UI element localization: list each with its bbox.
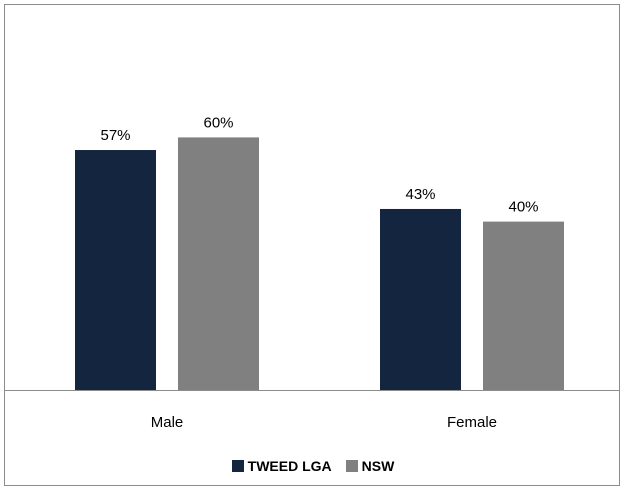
legend-label-tweed-lga: TWEED LGA: [247, 458, 332, 474]
data-label-nsw-female: 40%: [508, 199, 538, 216]
legend-item-tweed-lga: TWEED LGA: [231, 458, 332, 474]
data-label-tweed-lga-female: 43%: [405, 186, 435, 203]
x-tick-label-male: Male: [151, 414, 184, 431]
legend-swatch-nsw: [345, 460, 358, 472]
bar-nsw-male: [178, 137, 259, 390]
bar-tweed-lga-male: [75, 150, 156, 390]
legend-item-nsw: NSW: [345, 458, 395, 474]
bar-tweed-lga-female: [380, 208, 461, 390]
bar-nsw-female: [483, 221, 564, 390]
legend: TWEED LGA NSW: [0, 458, 626, 474]
data-label-nsw-male: 60%: [203, 114, 233, 131]
legend-label-nsw: NSW: [361, 458, 395, 474]
legend-swatch-tweed-lga: [231, 460, 244, 472]
data-label-tweed-lga-male: 57%: [100, 127, 130, 144]
x-tick-label-female: Female: [447, 414, 497, 431]
